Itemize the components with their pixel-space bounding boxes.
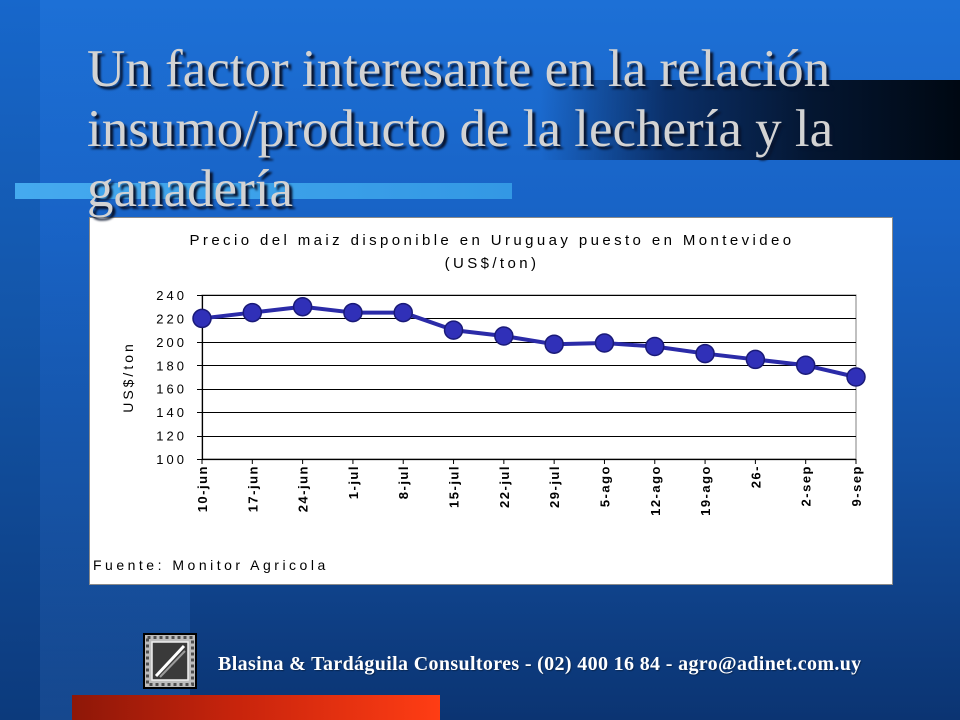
x-tick-label: 26- [748, 465, 763, 488]
x-tick-label: 17-jun [245, 465, 260, 512]
red-accent-bar [72, 695, 440, 720]
y-tick-label: 220 [156, 311, 187, 326]
chart-title: Precio del maiz disponible en Uruguay pu… [190, 232, 795, 249]
x-tick-label: 5-ago [597, 465, 612, 507]
dark-accent-bar [540, 80, 960, 160]
slide-title-line: insumo/producto de la lechería y la [87, 100, 834, 158]
y-tick-label: 140 [156, 405, 187, 420]
x-tick-label: 10-jun [195, 465, 210, 512]
chart-svg: 100 120 140 160 180 200 220 240 10-jun 17-jun 24-j… [89, 217, 893, 585]
chart: 100 120 140 160 180 200 220 240 10-jun 17-jun 24-j… [89, 217, 893, 585]
y-tick-label: 120 [156, 429, 187, 444]
y-tick-label: 240 [156, 288, 187, 303]
x-tick-label: 22-jul [497, 465, 512, 508]
data-point [745, 349, 766, 370]
y-tick-label: 200 [156, 335, 187, 350]
x-tick-label: 8-jul [396, 465, 411, 499]
x-tick-label: 15-jul [447, 465, 462, 508]
y-axis-label: US$/ton [120, 341, 136, 413]
y-tick-label: 100 [156, 452, 187, 467]
slide-title-line: Un factor interesante en la relación [87, 40, 831, 98]
chart-subtitle: (US$/ton) [445, 255, 540, 272]
light-blue-accent-bar [15, 183, 512, 199]
y-tick-label: 180 [156, 358, 187, 373]
data-point [192, 308, 212, 329]
x-tick-label: 2-sep [799, 465, 814, 506]
chart-background [89, 217, 893, 585]
data-point [393, 302, 413, 323]
y-tick-label: 160 [156, 382, 187, 397]
data-point [443, 320, 464, 340]
data-point [343, 302, 363, 323]
data-point [846, 367, 866, 387]
x-tick-label: 9-sep [849, 465, 864, 506]
x-tick-label: 1-jul [346, 465, 361, 499]
data-point [695, 343, 715, 364]
slide-title: Un factor interesante en la relación ins… [87, 39, 947, 219]
x-tick-label: 12-ago [648, 465, 663, 516]
data-point [645, 336, 665, 357]
data-point [594, 333, 615, 353]
x-tick-label: 29-jul [547, 465, 562, 508]
chart-source: Fuente: Monitor Agricola [93, 557, 329, 573]
data-point [494, 326, 514, 346]
framed-picture-icon [143, 633, 197, 689]
x-tick-label: 19-ago [698, 465, 713, 516]
x-tick-label: 24-jun [296, 465, 311, 512]
data-point [292, 296, 313, 317]
data-point [795, 355, 816, 376]
data-point [544, 334, 564, 354]
slide-title-line: ganadería [87, 160, 293, 218]
data-point [242, 302, 263, 323]
plot-layer: 100 120 140 160 180 200 220 240 10-jun 17-jun 24-j… [156, 288, 866, 516]
footer-text: Blasina & Tardáguila Consultores - (02) … [218, 653, 862, 675]
left-strip [0, 0, 40, 720]
